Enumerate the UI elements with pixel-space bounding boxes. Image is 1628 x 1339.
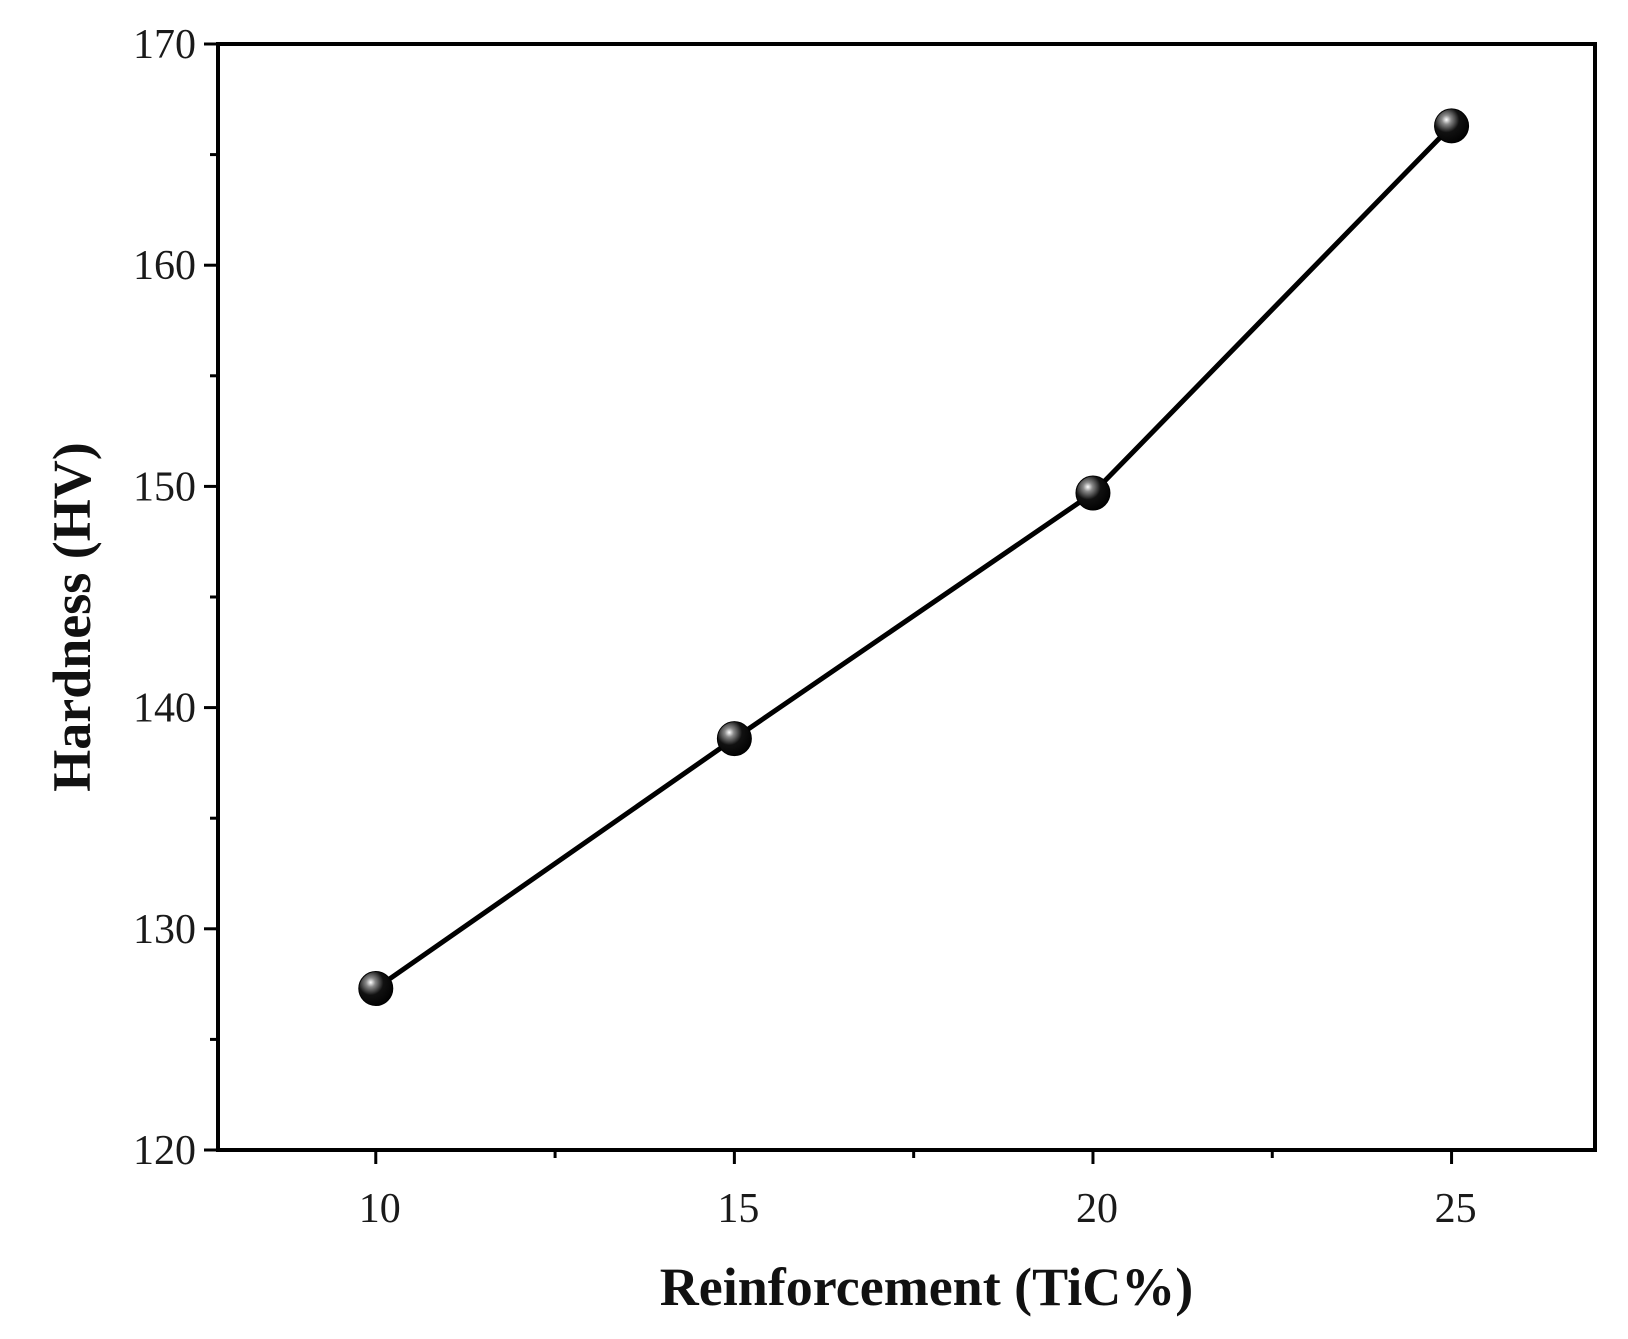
plot-frame — [216, 42, 1597, 1152]
tick-labels: 120 130 140 150 160 170 10 15 20 25 — [133, 22, 1477, 1232]
x-tick-label: 15 — [717, 1186, 759, 1232]
data-point — [1434, 108, 1470, 144]
y-tick-label: 140 — [133, 686, 196, 732]
axis-ticks — [204, 42, 1454, 1164]
y-tick-label: 150 — [133, 464, 196, 510]
x-tick-label: 10 — [359, 1186, 401, 1232]
y-tick-label: 160 — [133, 243, 196, 289]
x-tick-label: 25 — [1435, 1186, 1477, 1232]
y-tick-label: 130 — [133, 907, 196, 953]
series-line — [374, 124, 1454, 991]
y-axis-title: Hardness (HV) — [42, 442, 102, 792]
data-point — [1075, 475, 1111, 511]
data-series — [358, 108, 1470, 1007]
x-tick-label: 20 — [1076, 1186, 1118, 1232]
data-point — [716, 721, 752, 757]
x-axis-title: Reinforcement (TiC%) — [660, 1257, 1193, 1317]
data-point — [358, 971, 394, 1007]
y-tick-label: 170 — [133, 22, 196, 68]
y-tick-label: 120 — [133, 1128, 196, 1174]
